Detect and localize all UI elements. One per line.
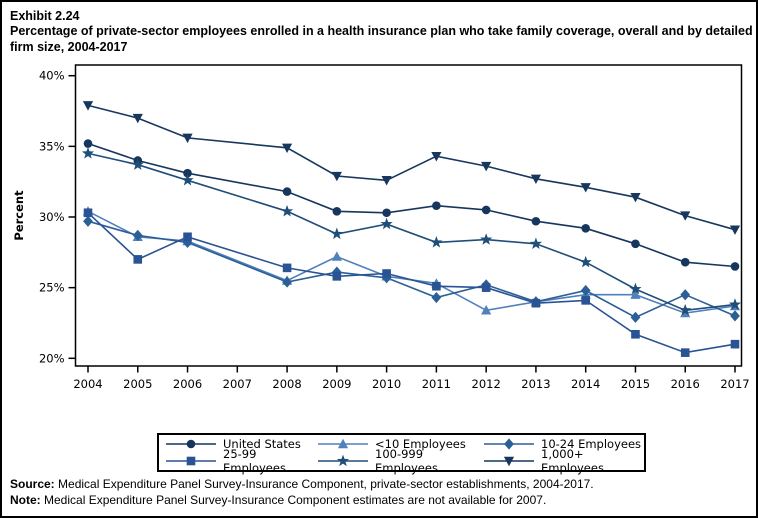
x-tick-label: 2004: [73, 377, 102, 391]
y-axis-title: Percent: [12, 190, 26, 241]
chart-legend: United States <10 Employees 10-24 Employ…: [157, 433, 646, 475]
legend-label: 10-24 Employees: [541, 437, 642, 451]
legend-item-lt10-employees: <10 Employees: [317, 436, 483, 452]
legend-marker-25-99-employees: [166, 456, 216, 466]
exhibit-label: Exhibit 2.24: [10, 9, 80, 23]
series-markers-10-24-employees: [83, 215, 740, 323]
source-line: Source: Medical Expenditure Panel Survey…: [10, 477, 594, 491]
legend-label: United States: [223, 437, 301, 451]
x-tick-label: 2008: [272, 377, 301, 391]
x-tick-label: 2012: [472, 377, 501, 391]
chart-title: Percentage of private-sector employees e…: [10, 24, 753, 54]
legend-item-25-99-employees: 25-99 Employees: [165, 447, 317, 475]
y-tick-label: 40%: [39, 69, 65, 83]
legend-marker-united-states: [166, 439, 216, 449]
x-tick-label: 2015: [621, 377, 650, 391]
x-tick-label: 2017: [720, 377, 749, 391]
series-markers-united-states: [83, 139, 740, 271]
legend-marker-1000plus-employees: [484, 456, 534, 467]
note-text: Medical Expenditure Panel Survey-Insuran…: [40, 493, 547, 507]
y-tick-label: 35%: [39, 139, 65, 153]
series-markers-100-999-employees: [81, 147, 742, 316]
note-line: Note: Medical Expenditure Panel Survey-I…: [10, 493, 546, 507]
plot-frame: [74, 64, 743, 367]
legend-item-100-999-employees: 100-999 Employees: [317, 447, 483, 475]
series-line-100-999-employees: [87, 152, 736, 312]
y-axis: 20% 25% 30% 35% 40%: [39, 69, 76, 365]
x-tick-label: 2009: [322, 377, 351, 391]
legend-label: 100-999 Employees: [375, 447, 438, 475]
legend-item-1000plus-employees: 1,000+ Employees: [483, 447, 644, 475]
note-label: Note:: [10, 493, 41, 507]
x-tick-label: 2010: [372, 377, 401, 391]
x-tick-label: 2014: [571, 377, 600, 391]
series-line-united-states: [87, 142, 736, 268]
legend-label: <10 Employees: [375, 437, 466, 451]
legend-label: 1,000+ Employees: [541, 447, 604, 475]
series-markers-25-99-employees: [83, 208, 740, 357]
y-tick-label: 20%: [39, 351, 65, 365]
legend-marker-10-24-employees: [484, 438, 534, 450]
source-text: Medical Expenditure Panel Survey-Insuran…: [54, 477, 594, 491]
x-tick-label: 2016: [671, 377, 700, 391]
legend-marker-100-999-employees: [318, 454, 368, 467]
legend-marker-lt10-employees: [318, 438, 368, 449]
y-tick-label: 30%: [39, 210, 65, 224]
x-tick-label: 2006: [173, 377, 202, 391]
series-line-1-000-employees: [87, 104, 736, 231]
x-tick-label: 2005: [123, 377, 152, 391]
legend-item-united-states: United States: [165, 436, 317, 452]
series-markers-1-000-employees: [82, 101, 741, 235]
y-tick-label: 25%: [39, 281, 65, 295]
x-axis: 2004 2005 2006 2007 2008 2009 2010 2011 2012 2013…: [73, 366, 750, 391]
x-tick-label: 2013: [521, 377, 550, 391]
legend-item-10-24-employees: 10-24 Employees: [483, 436, 644, 452]
x-tick-label: 2011: [422, 377, 451, 391]
source-label: Source:: [10, 477, 55, 491]
x-tick-label: 2007: [223, 377, 252, 391]
series-markers-10-employees: [82, 206, 741, 318]
legend-label: 25-99 Employees: [223, 447, 286, 475]
